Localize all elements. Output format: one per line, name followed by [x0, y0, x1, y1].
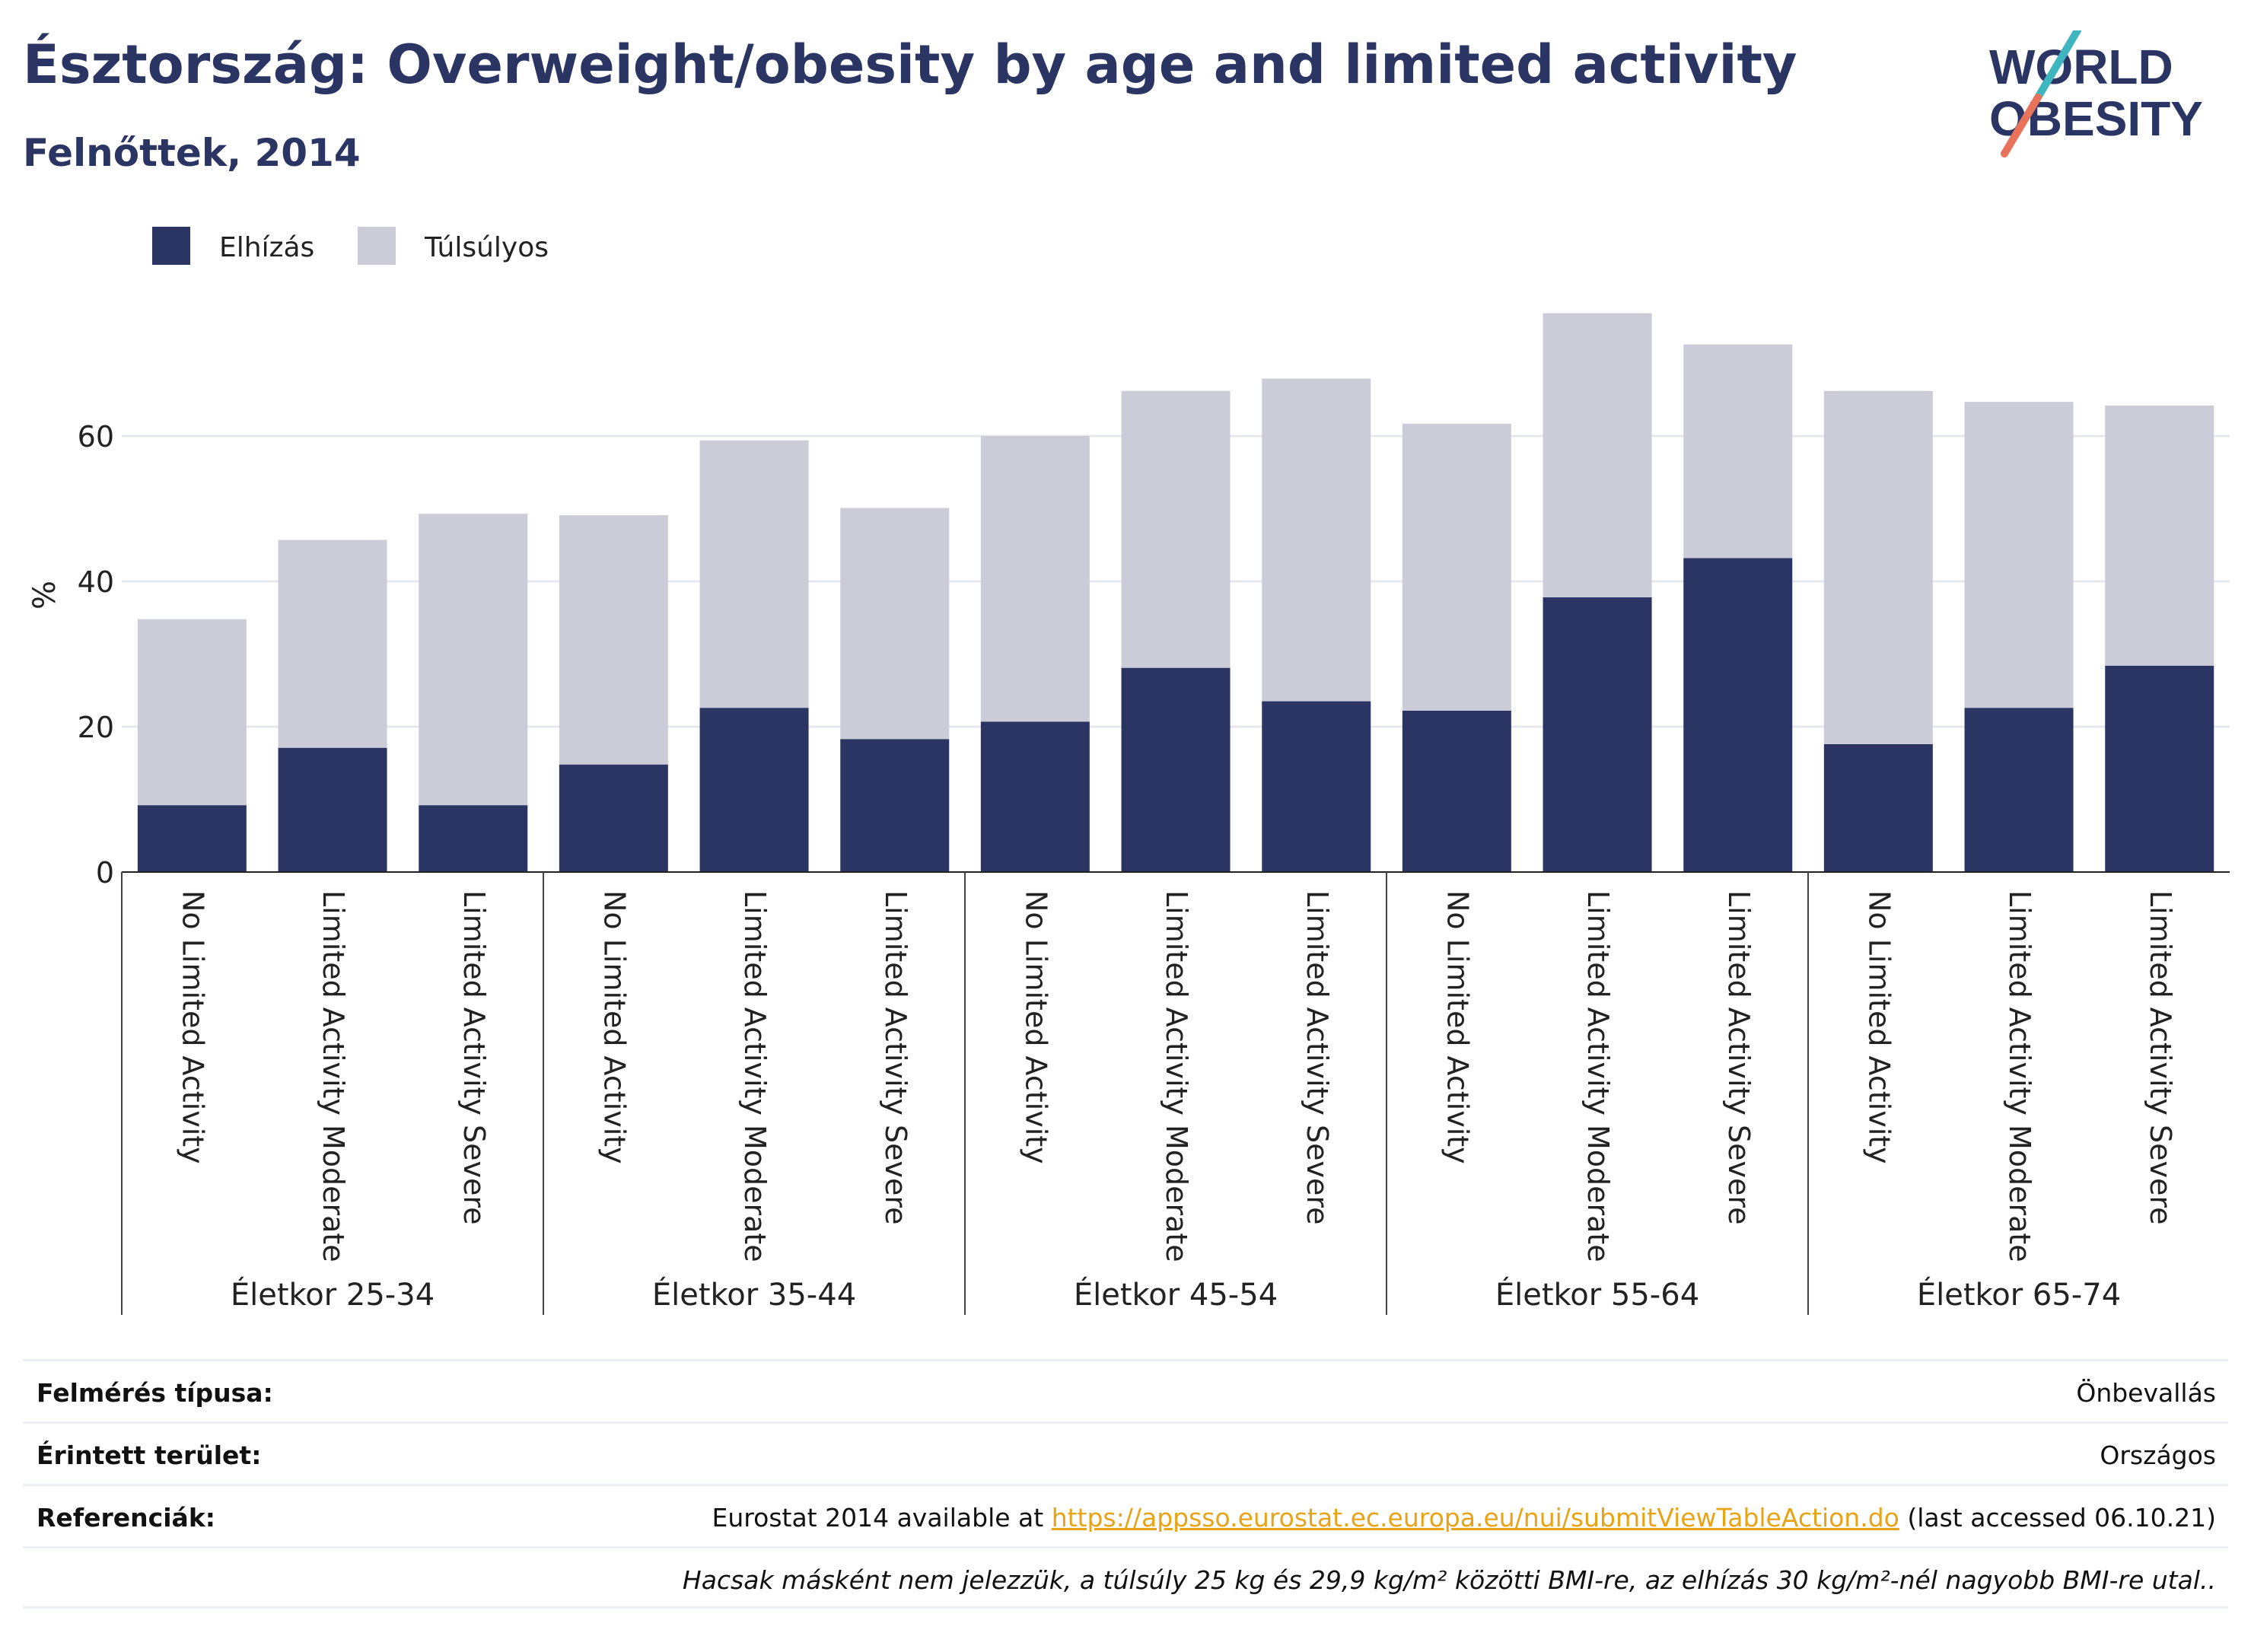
bar-obesity: [137, 805, 247, 872]
y-tick-label-0: 0: [96, 856, 114, 890]
bar-overweight: [840, 508, 950, 740]
area-value: Országos: [2100, 1440, 2216, 1470]
legend-swatch-overweight: [358, 227, 396, 265]
x-category-label: Limited Activity Moderate: [1160, 890, 1193, 1262]
bar-obesity: [699, 708, 809, 872]
x-category-label: No Limited Activity: [1019, 890, 1052, 1164]
logo-line1: WORLD: [1989, 40, 2173, 94]
legend-label-overweight: Túlsúlyos: [424, 232, 549, 263]
info-row-note: Hacsak másként nem jelezzük, a túlsúly 2…: [23, 1546, 2228, 1609]
bar-overweight: [419, 514, 528, 806]
bar-obesity: [2105, 665, 2214, 872]
y-axis: 0 20 40 60%: [27, 420, 114, 890]
info-row-survey: Felmérés típusa: Önbevallás: [23, 1359, 2228, 1421]
bar-obesity: [840, 739, 950, 872]
bar-obesity: [1121, 667, 1231, 872]
bar-obesity: [1823, 743, 1933, 872]
y-tick-label-20: 20: [78, 711, 114, 744]
x-group-label: Életkor 35-44: [652, 1276, 856, 1313]
x-group-label: Életkor 55-64: [1495, 1276, 1699, 1313]
references-value: Eurostat 2014 available at https://appss…: [712, 1503, 2216, 1533]
legend-swatch-obesity: [152, 227, 190, 265]
x-group-label: Életkor 65-74: [1917, 1276, 2121, 1313]
x-category-label: No Limited Activity: [176, 890, 209, 1164]
bar-overweight: [2105, 405, 2214, 666]
bar-obesity: [980, 721, 1090, 872]
x-group-label: Életkor 25-34: [231, 1276, 435, 1313]
x-category-label: Limited Activity Moderate: [738, 890, 772, 1262]
info-row-references: Referenciák: Eurostat 2014 available at …: [23, 1484, 2228, 1546]
chart-bars: [137, 313, 2214, 872]
bar-overweight: [1543, 313, 1652, 598]
x-category-label: No Limited Activity: [1441, 890, 1474, 1164]
bar-obesity: [1402, 710, 1511, 872]
bar-overweight: [699, 440, 809, 708]
bar-overweight: [559, 515, 668, 765]
world-obesity-logo: WORLD OBESITY: [1989, 30, 2203, 158]
x-category-label: Limited Activity Moderate: [2003, 890, 2036, 1262]
bar-overweight: [1262, 378, 1371, 702]
bar-obesity: [559, 764, 668, 872]
x-category-label: Limited Activity Severe: [1722, 890, 1756, 1225]
info-table: Felmérés típusa: Önbevallás Érintett ter…: [23, 1359, 2228, 1609]
bar-overweight: [1121, 390, 1231, 668]
survey-type-value: Önbevallás: [2076, 1378, 2216, 1408]
x-category-label: Limited Activity Severe: [1301, 890, 1334, 1225]
bar-obesity: [278, 747, 387, 872]
chart-subtitle: Felnőttek, 2014: [23, 131, 361, 175]
bar-overweight: [1823, 390, 1933, 744]
bar-obesity: [1543, 597, 1652, 872]
references-label: Referenciák:: [37, 1503, 215, 1533]
bmi-note: Hacsak másként nem jelezzük, a túlsúly 2…: [682, 1565, 2216, 1595]
bar-obesity: [419, 805, 528, 872]
x-category-label: Limited Activity Severe: [457, 890, 491, 1225]
reference-link[interactable]: https://appsso.eurostat.ec.europa.eu/nui…: [1051, 1503, 1899, 1533]
bar-overweight: [1402, 423, 1511, 711]
logo-slash-teal: [2034, 30, 2081, 101]
bar-obesity: [1683, 558, 1793, 872]
stacked-bar-chart: Elhízás Túlsúlyos 0 20 40 60% No Limited Act…: [27, 227, 2230, 1315]
legend-label-obesity: Elhízás: [219, 232, 314, 263]
y-tick-label-40: 40: [78, 565, 114, 599]
y-tick-label-60: 60: [78, 420, 114, 454]
area-label: Érintett terület:: [37, 1440, 262, 1470]
reference-prefix: Eurostat 2014 available at: [712, 1503, 1052, 1533]
x-category-label: No Limited Activity: [597, 890, 631, 1164]
y-axis-title: %: [27, 581, 62, 610]
survey-type-label: Felmérés típusa:: [37, 1378, 273, 1408]
info-row-area: Érintett terület: Országos: [23, 1421, 2228, 1484]
x-axis: No Limited Activity Limited Activity Mode…: [121, 871, 2230, 1315]
bar-overweight: [1683, 344, 1793, 559]
x-category-label: Limited Activity Moderate: [317, 890, 350, 1262]
bar-overweight: [980, 436, 1090, 722]
bar-overweight: [278, 540, 387, 748]
x-category-label: Limited Activity Moderate: [1581, 890, 1615, 1262]
chart-title: Észtország: Overweight/obesity by age an…: [23, 33, 1797, 96]
bar-obesity: [1964, 708, 2074, 872]
bar-obesity: [1262, 701, 1371, 872]
bar-overweight: [1964, 402, 2074, 708]
x-group-label: Életkor 45-54: [1074, 1276, 1278, 1313]
x-category-label: Limited Activity Severe: [879, 890, 912, 1225]
logo-slash-coral: [2001, 94, 2042, 158]
x-category-label: No Limited Activity: [1862, 890, 1896, 1164]
x-category-label: Limited Activity Severe: [2144, 890, 2177, 1225]
chart-legend: Elhízás Túlsúlyos: [152, 227, 549, 265]
bar-overweight: [137, 619, 247, 806]
reference-suffix: (last accessed 06.10.21): [1899, 1503, 2216, 1533]
